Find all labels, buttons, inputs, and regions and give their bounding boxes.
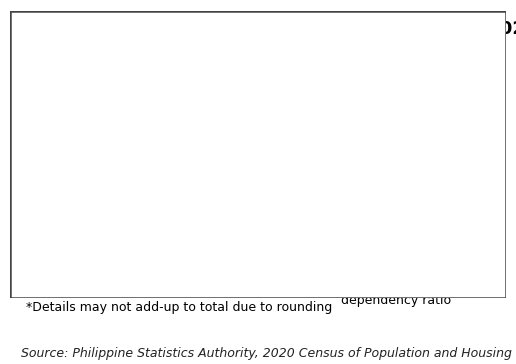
- Polygon shape: [429, 76, 442, 269]
- Polygon shape: [363, 86, 429, 269]
- Text: *Details may not add-up to total due to rounding: *Details may not add-up to total due to …: [26, 301, 332, 314]
- Text: 40: 40: [121, 100, 141, 115]
- Text: Source: Philippine Statistics Authority, 2020 Census of Population and Housing: Source: Philippine Statistics Authority,…: [21, 347, 511, 360]
- Title: Figure 6: Dependency Ratio, Bangar, La Union: 2020: Figure 6: Dependency Ratio, Bangar, La U…: [9, 20, 516, 38]
- FancyBboxPatch shape: [10, 11, 506, 298]
- Polygon shape: [98, 128, 164, 269]
- Polygon shape: [231, 217, 310, 227]
- Polygon shape: [98, 119, 178, 128]
- Polygon shape: [164, 119, 178, 269]
- Polygon shape: [297, 217, 310, 269]
- Polygon shape: [363, 76, 442, 86]
- Text: 12: 12: [254, 199, 273, 214]
- Text: 52: 52: [386, 58, 406, 73]
- Polygon shape: [231, 227, 297, 269]
